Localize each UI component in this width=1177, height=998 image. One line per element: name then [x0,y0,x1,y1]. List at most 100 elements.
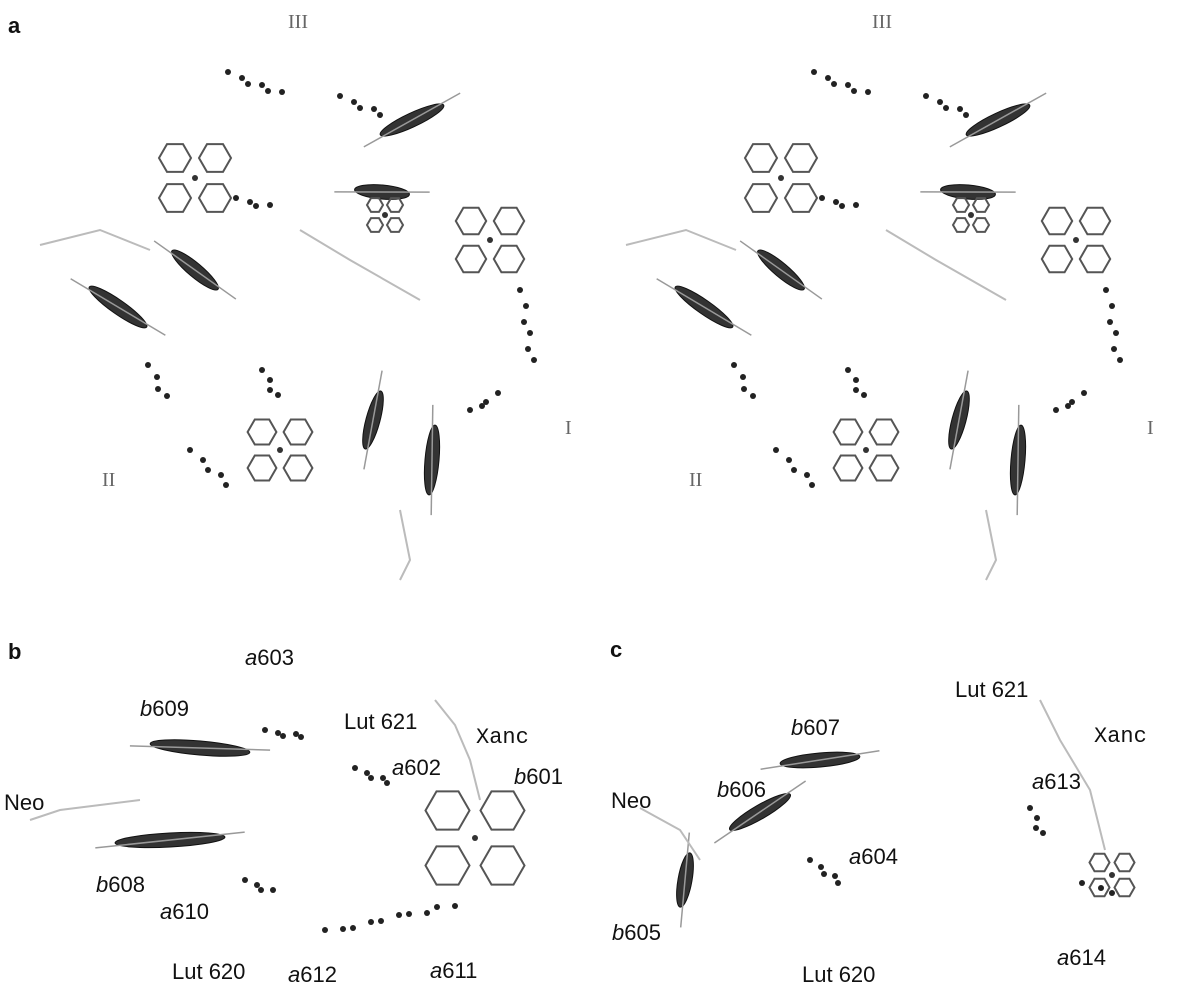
dot [368,919,374,925]
core [968,212,974,218]
chlorophyll-face [454,206,526,274]
chlorophyll-face [1040,206,1112,274]
dot [853,377,859,383]
dot [262,727,268,733]
dot [821,871,827,877]
tail [430,404,434,516]
dot [368,775,374,781]
carotenoid [399,509,412,581]
dot [380,775,386,781]
ring [385,197,405,213]
tail [1016,404,1020,516]
dot [223,482,229,488]
ring [246,418,278,446]
pigment-label: Neo [611,788,652,813]
tail [95,831,245,849]
dot [731,362,737,368]
ring [492,206,526,236]
dot [523,303,529,309]
ring [424,845,471,886]
pigment-label: b609 [140,696,189,721]
ring [832,454,864,482]
ring [282,418,314,446]
dot [239,75,245,81]
dot [495,390,501,396]
core [1073,237,1079,243]
dot [187,447,193,453]
ring [197,183,233,213]
pigment-label: b601 [514,764,563,789]
ring [743,183,779,213]
dot [1034,815,1040,821]
chlorophyll-face [743,143,819,213]
tail [713,780,807,844]
ring [1078,206,1112,236]
pigment-label: Xanc [1094,724,1147,749]
dot [786,457,792,463]
pigment-label: Xanc [476,725,529,750]
ring [365,197,385,213]
ring [246,454,278,482]
dot [1103,287,1109,293]
dot [352,765,358,771]
dot [253,203,259,209]
dot [807,857,813,863]
ring [868,454,900,482]
dot [773,447,779,453]
dot [1111,346,1117,352]
dot [861,392,867,398]
chlorophyll-edge [334,184,430,200]
site-label: III [288,11,308,33]
tail [739,240,823,300]
site-label: I [565,417,572,439]
chlorophyll-face [832,418,900,482]
chlorophyll-face [951,197,991,233]
dot [322,927,328,933]
pigment-label: b608 [96,872,145,897]
carotenoid [39,228,151,251]
dot [741,386,747,392]
chlorophyll-edge [1009,404,1027,516]
dot [280,733,286,739]
panel-label: b [8,639,22,664]
chlorophyll-edge [129,739,271,757]
ring [492,244,526,274]
pigment-label: a611 [430,958,478,983]
ring [454,244,488,274]
ring [783,183,819,213]
dot [205,467,211,473]
dot [200,457,206,463]
dot [145,362,151,368]
dot [818,864,824,870]
dot [1027,805,1033,811]
dot [1117,357,1123,363]
dot [258,887,264,893]
core [863,447,869,453]
ring [1088,877,1111,898]
core [382,212,388,218]
ring [424,790,471,831]
ring [157,143,193,173]
dot [340,926,346,932]
dot [259,82,265,88]
pigment-label: a610 [160,899,209,924]
dot [853,202,859,208]
pigment-label: Neo [4,790,45,815]
dot [811,69,817,75]
chlorophyll-edge [739,240,823,300]
pigment-label: b605 [612,920,661,945]
dot [467,407,473,413]
dot [845,367,851,373]
ring [479,790,526,831]
dot [740,374,746,380]
dot [1081,390,1087,396]
ring [197,143,233,173]
dot [245,81,251,87]
dot [247,199,253,205]
ring [743,143,779,173]
dot [259,367,265,373]
ring [282,454,314,482]
dot [831,81,837,87]
dot [527,330,533,336]
dot [279,89,285,95]
